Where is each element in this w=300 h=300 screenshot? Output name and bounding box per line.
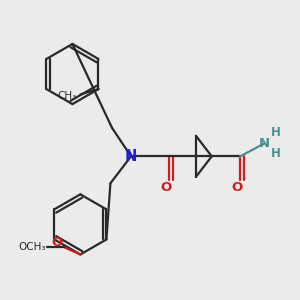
Text: H: H <box>271 126 281 139</box>
Text: CH₃: CH₃ <box>58 91 77 101</box>
Text: OCH₃: OCH₃ <box>18 242 45 252</box>
Text: O: O <box>231 182 243 194</box>
Text: N: N <box>258 137 269 150</box>
Text: O: O <box>160 182 172 194</box>
Text: H: H <box>271 147 281 160</box>
Text: N: N <box>125 149 137 164</box>
Text: O: O <box>51 236 62 249</box>
